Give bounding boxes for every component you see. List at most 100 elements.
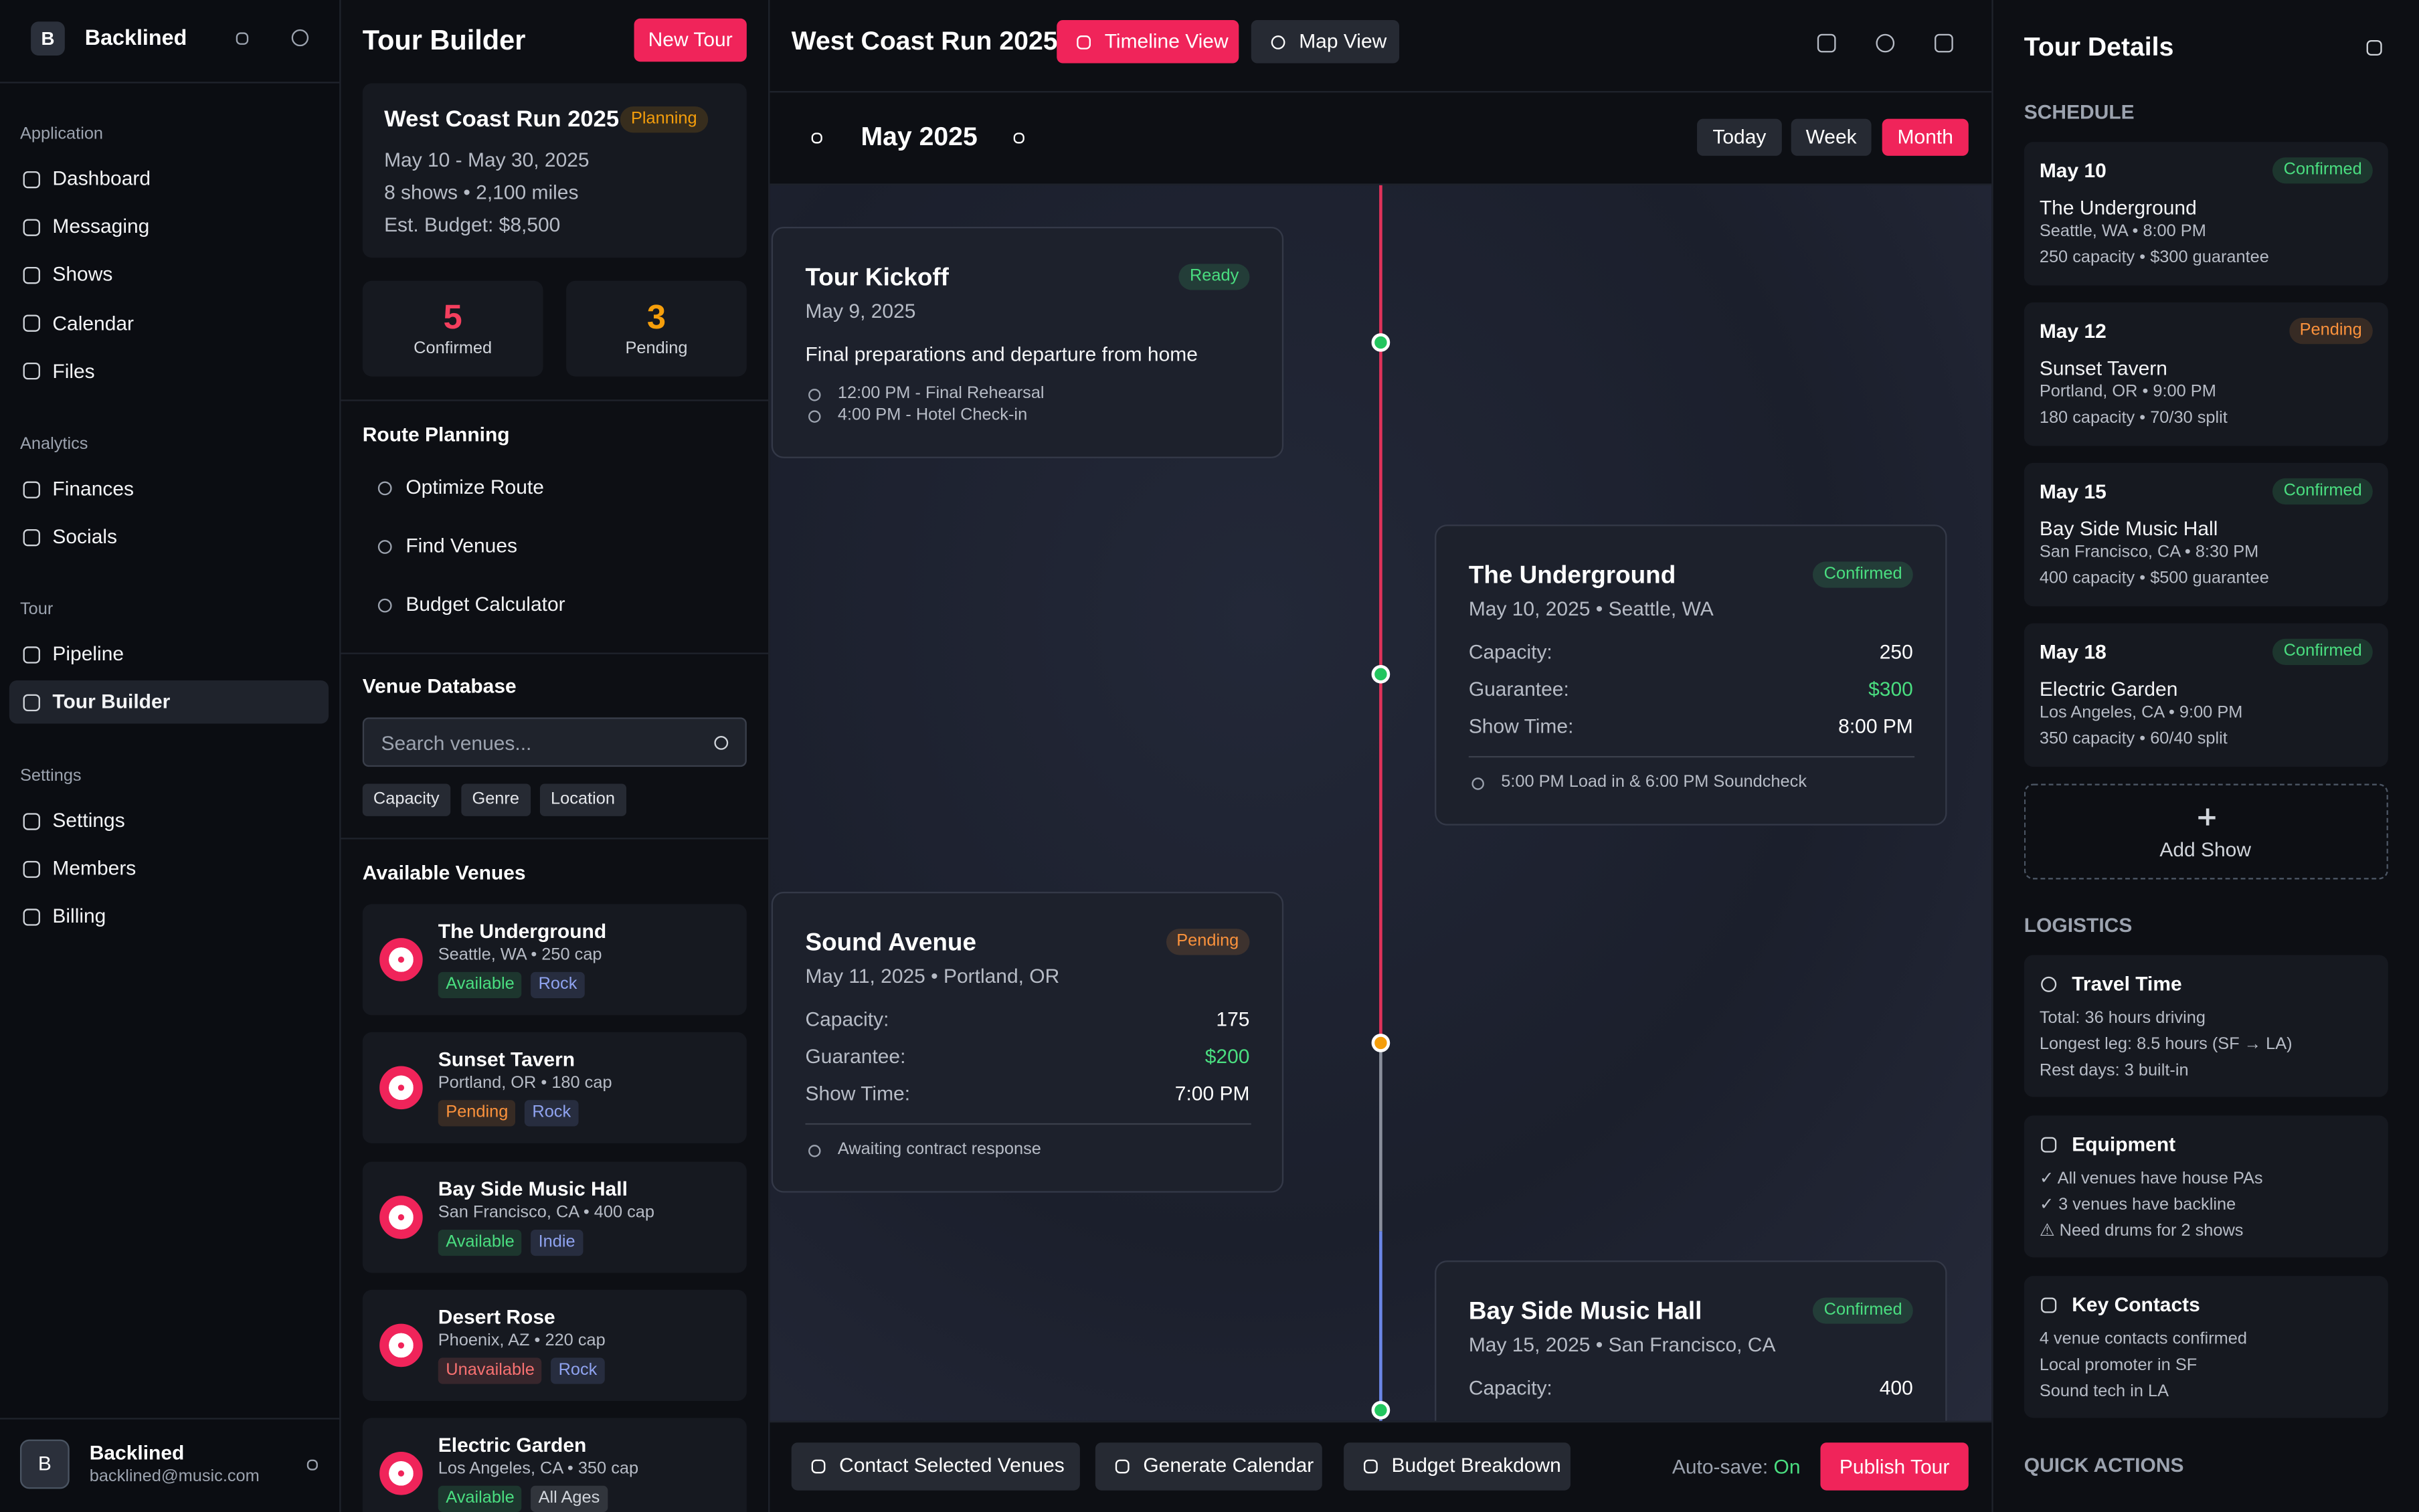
icon: [377, 539, 391, 553]
route-item[interactable]: Optimize Route: [406, 475, 544, 498]
timeline-dot: [1371, 333, 1391, 352]
timeline-dot: [1371, 1400, 1391, 1420]
add-show-button[interactable]: Add Show: [2024, 783, 2388, 880]
filter-chip[interactable]: Capacity: [362, 783, 450, 816]
event-card[interactable]: Sound Avenue Pending May 11, 2025 • Portla…: [771, 891, 1284, 1193]
event-card[interactable]: The Underground Confirmed May 10, 2025 • S…: [1435, 525, 1947, 826]
event-title: Tour Kickoff: [805, 265, 949, 292]
view-button[interactable]: Timeline View: [1057, 19, 1239, 64]
filter-chip[interactable]: Genre: [461, 783, 531, 816]
event-title: Sound Avenue: [805, 930, 976, 957]
nav-item[interactable]: Messaging: [52, 214, 150, 238]
section-title: SCHEDULE: [2024, 100, 2135, 124]
stat-label: Pending: [625, 339, 688, 359]
venue-detail: Los Angeles, CA • 350 cap: [438, 1460, 639, 1479]
show-location: Seattle, WA • 8:00 PM: [2039, 222, 2206, 242]
show-date: May 15: [2039, 480, 2107, 503]
row-value: $300: [1868, 677, 1913, 700]
show-venue: The Underground: [2039, 195, 2197, 219]
range-button[interactable]: Today: [1697, 118, 1782, 156]
logistics-title: Key Contacts: [2072, 1293, 2200, 1316]
event-note: Awaiting contract response: [837, 1140, 1041, 1159]
action-button[interactable]: Budget Breakdown: [1344, 1442, 1571, 1491]
nav-item[interactable]: Billing: [52, 905, 106, 928]
route-item[interactable]: Find Venues: [406, 533, 517, 557]
view-label: Map View: [1299, 29, 1387, 53]
show-terms: 350 capacity • 60/40 split: [2039, 730, 2228, 749]
section-title: QUICK ACTIONS: [2024, 1453, 2184, 1477]
venue-card[interactable]: Bay Side Music Hall San Francisco, CA • 4…: [362, 1161, 747, 1272]
route-item[interactable]: Budget Calculator: [406, 592, 565, 616]
filter-chip[interactable]: Location: [539, 783, 626, 816]
stat-card: 5 Confirmed: [362, 280, 543, 377]
badge: Confirmed: [1813, 561, 1913, 588]
show-venue: Electric Garden: [2039, 677, 2178, 700]
event-description: Final preparations and departure from ho…: [805, 342, 1198, 366]
tour-card: West Coast Run 2025 Planning May 10 - May …: [362, 83, 747, 258]
nav-item[interactable]: Members: [52, 856, 137, 880]
show-card[interactable]: May 10 Confirmed The Underground Seattle, W…: [2024, 142, 2388, 286]
event-card[interactable]: Tour Kickoff Ready May 9, 2025 Final prepar…: [771, 226, 1284, 458]
nav-item[interactable]: Tour Builder: [52, 690, 171, 713]
event-date: May 15, 2025 • San Francisco, CA: [1468, 1333, 1776, 1356]
icon: [2041, 976, 2057, 992]
tour-title: West Coast Run 2025: [791, 27, 1058, 57]
autosave-value: On: [1773, 1454, 1801, 1479]
sidebar: B Backlined Application Dashboard Messaging S…: [0, 0, 341, 1512]
nav-item[interactable]: Dashboard: [52, 166, 151, 190]
range-button[interactable]: Week: [1791, 118, 1872, 156]
nav-item[interactable]: Shows: [52, 262, 113, 286]
nav-item[interactable]: Files: [52, 359, 95, 383]
row-value: 8:00 PM: [1838, 714, 1913, 738]
icon: [22, 646, 39, 663]
icon: [22, 529, 39, 546]
icon: [713, 735, 728, 749]
icon: [1076, 34, 1090, 49]
row-value: $200: [1204, 1044, 1250, 1068]
stat-value: 3: [646, 298, 666, 337]
event-title: Bay Side Music Hall: [1468, 1299, 1702, 1326]
action-button[interactable]: Generate Calendar: [1095, 1442, 1322, 1491]
nav-item[interactable]: Calendar: [52, 310, 135, 335]
icon: [810, 1458, 825, 1473]
action-button[interactable]: Contact Selected Venues: [791, 1442, 1080, 1491]
venue-card[interactable]: The Underground Seattle, WA • 250 cap Avai…: [362, 904, 747, 1016]
show-venue: Bay Side Music Hall: [2039, 516, 2218, 540]
logistics-title: Travel Time: [2072, 971, 2182, 996]
range-button[interactable]: Month: [1882, 118, 1969, 156]
venue-card[interactable]: Electric Garden Los Angeles, CA • 350 cap…: [362, 1418, 747, 1512]
nav-item[interactable]: Pipeline: [52, 642, 124, 665]
row-value: 7:00 PM: [1174, 1081, 1250, 1105]
show-card[interactable]: May 12 Pending Sunset Tavern Portland, OR •…: [2024, 302, 2388, 446]
venue-tag: Available: [438, 1486, 523, 1512]
venue-detail: Portland, OR • 180 cap: [438, 1074, 612, 1093]
nav-item[interactable]: Finances: [52, 476, 135, 500]
view-button[interactable]: Map View: [1251, 19, 1400, 64]
icon: [810, 132, 822, 143]
autosave: Auto-save: On: [1672, 1455, 1801, 1480]
nav-item[interactable]: Settings: [52, 808, 125, 832]
new-tour-button[interactable]: New Tour: [634, 18, 747, 62]
divider: [341, 838, 769, 840]
show-card[interactable]: May 18 Confirmed Electric Garden Los Angele…: [2024, 623, 2388, 767]
section-title: Available Venues: [362, 860, 526, 884]
publish-button[interactable]: Publish Tour: [1820, 1442, 1969, 1491]
event-card[interactable]: Bay Side Music Hall Confirmed May 15, 2025…: [1435, 1260, 1947, 1421]
show-card[interactable]: May 15 Confirmed Bay Side Music Hall San Fr…: [2024, 462, 2388, 607]
venue-card[interactable]: Desert Rose Phoenix, AZ • 220 cap Unavaila…: [362, 1289, 747, 1401]
divider: [0, 1418, 340, 1420]
show-date: May 12: [2039, 319, 2107, 343]
icon: [22, 170, 39, 188]
user-name: Backlined: [89, 1440, 185, 1464]
icon: [22, 266, 39, 284]
venue-avatar: [379, 1066, 423, 1110]
view-label: Timeline View: [1104, 29, 1229, 53]
workspace-name[interactable]: Backlined: [84, 25, 187, 50]
show-terms: 250 capacity • $300 guarantee: [2039, 248, 2269, 268]
search-input[interactable]: Search venues...: [362, 717, 747, 767]
event-title: The Underground: [1468, 563, 1676, 590]
divider: [770, 183, 1992, 185]
venue-card[interactable]: Sunset Tavern Portland, OR • 180 cap Pendi…: [362, 1032, 747, 1144]
nav-item[interactable]: Socials: [52, 525, 118, 548]
icon: [22, 314, 39, 333]
